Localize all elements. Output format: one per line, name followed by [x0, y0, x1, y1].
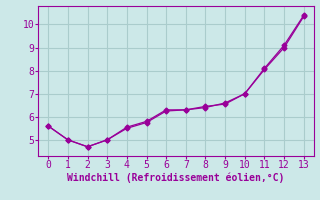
- X-axis label: Windchill (Refroidissement éolien,°C): Windchill (Refroidissement éolien,°C): [67, 173, 285, 183]
